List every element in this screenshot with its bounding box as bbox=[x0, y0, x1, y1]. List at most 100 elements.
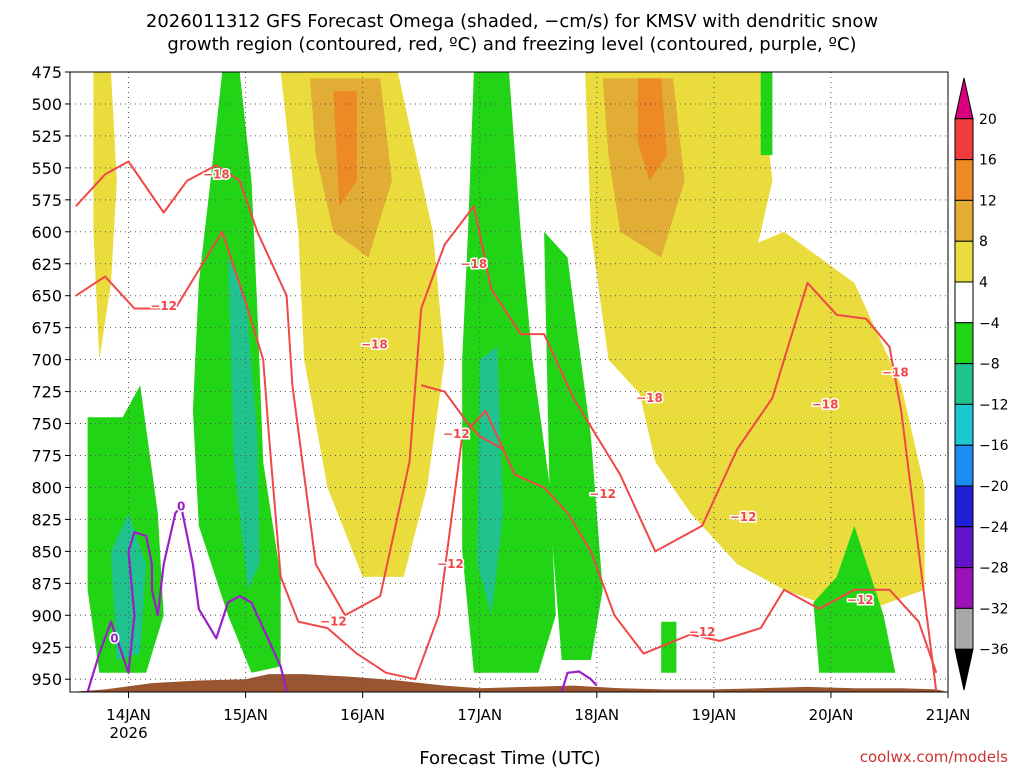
y-tick-label: 650 bbox=[31, 287, 62, 306]
colorbar-label: −32 bbox=[979, 601, 1009, 617]
y-tick-label: 675 bbox=[31, 319, 62, 338]
colorbar-bin bbox=[954, 240, 974, 283]
colorbar-bin bbox=[954, 77, 974, 120]
credit-text: coolwx.com/models bbox=[860, 748, 1008, 766]
dgz-contour-label: −12 bbox=[443, 427, 470, 441]
y-tick-label: 625 bbox=[31, 255, 62, 274]
colorbar-label: −28 bbox=[979, 561, 1009, 577]
x-axis-label: Forecast Time (UTC) bbox=[419, 748, 600, 768]
y-tick-label: 550 bbox=[31, 159, 62, 178]
dgz-contour-label: −12 bbox=[589, 487, 616, 501]
colorbar-bin bbox=[954, 607, 974, 650]
colorbar-label: −36 bbox=[979, 642, 1009, 658]
omega-region-sinking-19jan-upper bbox=[760, 72, 773, 156]
dgz-contour-line bbox=[75, 160, 938, 692]
dgz-contour-line bbox=[420, 384, 504, 450]
colorbar-bin bbox=[954, 403, 974, 446]
colorbar-label: 20 bbox=[979, 112, 997, 128]
colorbar-bin bbox=[954, 444, 974, 487]
dgz-contour-label: −12 bbox=[730, 510, 757, 524]
y-tick-label: 600 bbox=[31, 223, 62, 242]
omega-region-sinking-18jan-column bbox=[544, 231, 603, 661]
y-tick-label: 725 bbox=[31, 383, 62, 402]
dgz-contour-label: −12 bbox=[689, 625, 716, 639]
colorbar-label: −4 bbox=[979, 316, 1000, 332]
omega-region-sinking-14jan-core bbox=[111, 513, 147, 660]
y-tick-label: 775 bbox=[31, 447, 62, 466]
omega-region-ascent-16jan-column bbox=[280, 72, 445, 577]
freezing-level-label: 0 bbox=[110, 631, 118, 645]
omega-region-sinking-18jan-lowlevel bbox=[661, 621, 677, 673]
colorbar-bin bbox=[954, 159, 974, 201]
colorbar-label: 4 bbox=[979, 275, 988, 291]
colorbar-label: 16 bbox=[979, 153, 997, 169]
x-tick-label: 14JAN bbox=[106, 706, 151, 724]
dgz-contour-label: −12 bbox=[437, 557, 464, 571]
colorbar-bin bbox=[954, 567, 974, 609]
x-tick-label: 18JAN bbox=[574, 706, 619, 724]
colorbar-label: −16 bbox=[979, 438, 1009, 454]
y-tick-label: 800 bbox=[31, 478, 62, 497]
y-tick-label: 500 bbox=[31, 95, 62, 114]
omega-region-sinking-17jan-column bbox=[462, 72, 556, 673]
dgz-contour-label: −18 bbox=[882, 365, 909, 379]
y-tick-label: 700 bbox=[31, 351, 62, 370]
x-tick-label: 19JAN bbox=[691, 706, 736, 724]
dgz-contour-label: −12 bbox=[150, 299, 177, 313]
y-tick-label: 825 bbox=[31, 510, 62, 529]
y-tick-label: 850 bbox=[31, 542, 62, 561]
x-tick-label: 20JAN bbox=[809, 706, 854, 724]
terrain-fill bbox=[70, 674, 948, 692]
dgz-contour-label: −18 bbox=[203, 167, 230, 181]
omega-region-sinking-15jan-core bbox=[228, 257, 260, 590]
omega-region-ascent-14jan-upper bbox=[93, 72, 117, 360]
colorbar-bin bbox=[954, 118, 974, 161]
dgz-contour-label: −12 bbox=[847, 593, 874, 607]
colorbar-label: 8 bbox=[979, 234, 988, 250]
dendritic-growth-contours bbox=[75, 160, 938, 692]
colorbar-bin bbox=[954, 363, 974, 405]
x-tick-label: 17JAN bbox=[457, 706, 502, 724]
colorbar-label: −8 bbox=[979, 357, 1000, 373]
colorbar-bin bbox=[954, 648, 974, 691]
omega-region-sinking-20jan-lowlevel bbox=[813, 525, 896, 673]
chart-title-line-2: growth region (contoured, red, ºC) and f… bbox=[167, 34, 856, 55]
y-tick-label: 950 bbox=[31, 670, 62, 689]
y-tick-label: 475 bbox=[31, 63, 62, 82]
colorbar-label: 12 bbox=[979, 193, 997, 209]
x-tick-sublabel: 2026 bbox=[109, 724, 147, 742]
colorbar-bin bbox=[954, 281, 974, 324]
x-tick-label: 21JAN bbox=[926, 706, 971, 724]
freezing-level-contours bbox=[86, 505, 598, 692]
dgz-contour-line bbox=[75, 230, 938, 681]
dgz-contour-label: −18 bbox=[460, 257, 487, 271]
y-tick-label: 925 bbox=[31, 638, 62, 657]
colorbar-bin bbox=[954, 322, 974, 365]
dgz-contour-label: −18 bbox=[636, 391, 663, 405]
plot-frame bbox=[69, 71, 949, 693]
dgz-contour-label: −12 bbox=[320, 615, 347, 629]
y-axis: 475 500 525 550 575 600 625 650 675 700 725 750 775 8… bbox=[31, 63, 70, 689]
x-tick-label: 15JAN bbox=[223, 706, 268, 724]
colorbar-label: −20 bbox=[979, 479, 1009, 495]
colorbar-bin bbox=[954, 485, 974, 528]
y-tick-label: 575 bbox=[31, 191, 62, 210]
y-tick-label: 525 bbox=[31, 127, 62, 146]
colorbar-bin bbox=[954, 526, 974, 569]
terrain-layer bbox=[70, 674, 948, 692]
freezing-level-line bbox=[86, 505, 288, 692]
colorbar-label: −24 bbox=[979, 520, 1009, 536]
dgz-contour-label: −18 bbox=[812, 397, 839, 411]
omega-region-ascent-16jan-peak bbox=[333, 91, 357, 207]
freezing-level-label: 0 bbox=[177, 500, 185, 514]
freezing-level-line bbox=[560, 670, 598, 692]
omega-shading-layer bbox=[87, 72, 925, 673]
colorbar-bin bbox=[954, 199, 974, 242]
x-tick-label: 16JAN bbox=[340, 706, 385, 724]
dgz-contour-label: −18 bbox=[361, 337, 388, 351]
y-tick-label: 900 bbox=[31, 606, 62, 625]
y-tick-label: 875 bbox=[31, 574, 62, 593]
colorbar-label: −12 bbox=[979, 397, 1009, 413]
y-tick-label: 750 bbox=[31, 415, 62, 434]
